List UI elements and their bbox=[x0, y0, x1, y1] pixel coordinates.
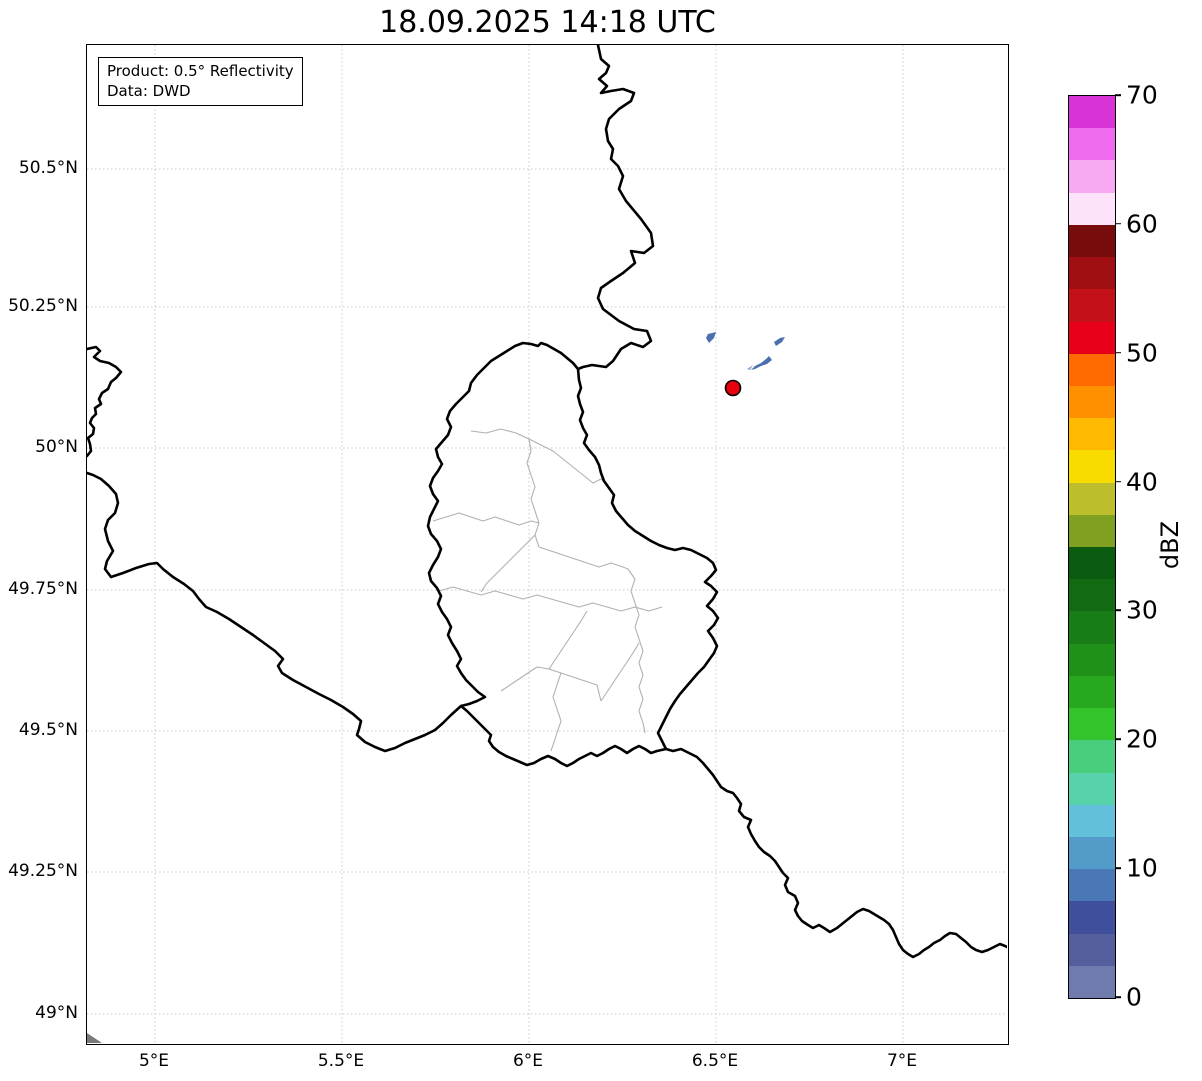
colorbar-tick-mark bbox=[1115, 738, 1121, 741]
colorbar-segment bbox=[1069, 385, 1115, 419]
graticule-gridlines bbox=[87, 45, 1007, 1043]
colorbar-tick-mark bbox=[1115, 609, 1121, 612]
colorbar-tick-label: 0 bbox=[1126, 982, 1142, 1012]
y-tick-label: 49.75°N bbox=[8, 579, 78, 599]
border-luxembourg bbox=[426, 341, 720, 768]
colorbar-tick-label: 10 bbox=[1126, 853, 1158, 883]
colorbar-segment bbox=[1069, 643, 1115, 677]
country-borders bbox=[87, 45, 1007, 959]
colorbar-segment bbox=[1069, 869, 1115, 902]
colorbar-segment bbox=[1069, 192, 1115, 226]
colorbar-segment bbox=[1069, 257, 1115, 290]
colorbar-segment bbox=[1069, 772, 1115, 806]
colorbar-segment bbox=[1069, 128, 1115, 161]
colorbar-segment bbox=[1069, 675, 1115, 709]
colorbar-tick-mark bbox=[1115, 351, 1121, 354]
colorbar-segment bbox=[1069, 611, 1115, 645]
colorbar-segment bbox=[1069, 836, 1115, 870]
colorbar-segment bbox=[1069, 96, 1115, 129]
colorbar-segment bbox=[1069, 708, 1115, 741]
admin-borders-cantons bbox=[432, 428, 663, 752]
colorbar-tick-mark bbox=[1115, 223, 1121, 225]
reflectivity-echoes bbox=[706, 332, 785, 370]
product-annotation-box: Product: 0.5° Reflectivity Data: DWD bbox=[98, 57, 303, 106]
map-canvas bbox=[87, 45, 1007, 1043]
colorbar-segment bbox=[1069, 224, 1115, 258]
y-tick-label: 49.25°N bbox=[8, 861, 78, 881]
x-tick-label: 5°E bbox=[138, 1051, 170, 1071]
colorbar-segment bbox=[1069, 579, 1115, 612]
colorbar-segment bbox=[1069, 965, 1115, 999]
colorbar-label: dBZ bbox=[1156, 520, 1184, 570]
border-france-belgium bbox=[87, 345, 463, 753]
y-tick-label: 50.5°N bbox=[18, 158, 78, 178]
y-tick-label: 50°N bbox=[35, 437, 78, 457]
colorbar-segment bbox=[1069, 901, 1115, 935]
colorbar-tick-label: 40 bbox=[1126, 467, 1158, 497]
colorbar-tick-label: 20 bbox=[1126, 724, 1158, 754]
colorbar-segment bbox=[1069, 289, 1115, 322]
product-label: Product: 0.5° Reflectivity bbox=[107, 62, 294, 80]
colorbar-segment bbox=[1069, 740, 1115, 773]
colorbar-segment bbox=[1069, 418, 1115, 451]
colorbar-tick-mark bbox=[1115, 867, 1121, 869]
colorbar-segment bbox=[1069, 450, 1115, 484]
colorbar-tick-label: 30 bbox=[1126, 595, 1158, 625]
radar-echo bbox=[706, 332, 716, 343]
colorbar-segment bbox=[1069, 482, 1115, 516]
radar-range-edge-wedge bbox=[87, 1033, 102, 1043]
map-axes: Product: 0.5° Reflectivity Data: DWD bbox=[86, 44, 1009, 1045]
colorbar-segment bbox=[1069, 160, 1115, 194]
colorbar-tick-label: 50 bbox=[1126, 338, 1158, 368]
colorbar-segment bbox=[1069, 804, 1115, 838]
radar-echo bbox=[751, 356, 772, 370]
x-tick-label: 6°E bbox=[512, 1051, 544, 1071]
colorbar-tick-label: 70 bbox=[1126, 80, 1158, 110]
colorbar-segment bbox=[1069, 514, 1115, 548]
figure-title: 18.09.2025 14:18 UTC bbox=[379, 5, 716, 40]
colorbar-segment bbox=[1069, 933, 1115, 967]
colorbar-tick-mark bbox=[1115, 996, 1121, 998]
colorbar-tick-mark bbox=[1115, 480, 1121, 483]
y-tick-label: 50.25°N bbox=[8, 296, 78, 316]
border-france-germany bbox=[664, 747, 1007, 959]
x-tick-label: 5.5°E bbox=[317, 1051, 365, 1071]
colorbar bbox=[1068, 95, 1116, 999]
radar-site-marker bbox=[724, 379, 742, 397]
colorbar-segment bbox=[1069, 353, 1115, 387]
colorbar-segment bbox=[1069, 321, 1115, 355]
y-tick-label: 49°N bbox=[35, 1003, 78, 1023]
colorbar-tick-mark bbox=[1115, 94, 1121, 96]
border-belgium-germany bbox=[576, 45, 655, 371]
colorbar-segment bbox=[1069, 547, 1115, 580]
radar-echo bbox=[747, 365, 753, 370]
colorbar-tick-label: 60 bbox=[1126, 209, 1158, 239]
x-tick-label: 7°E bbox=[886, 1051, 918, 1071]
data-source-label: Data: DWD bbox=[107, 82, 191, 100]
radar-echo bbox=[774, 337, 785, 346]
x-tick-label: 6.5°E bbox=[691, 1051, 739, 1071]
y-tick-label: 49.5°N bbox=[18, 720, 78, 740]
